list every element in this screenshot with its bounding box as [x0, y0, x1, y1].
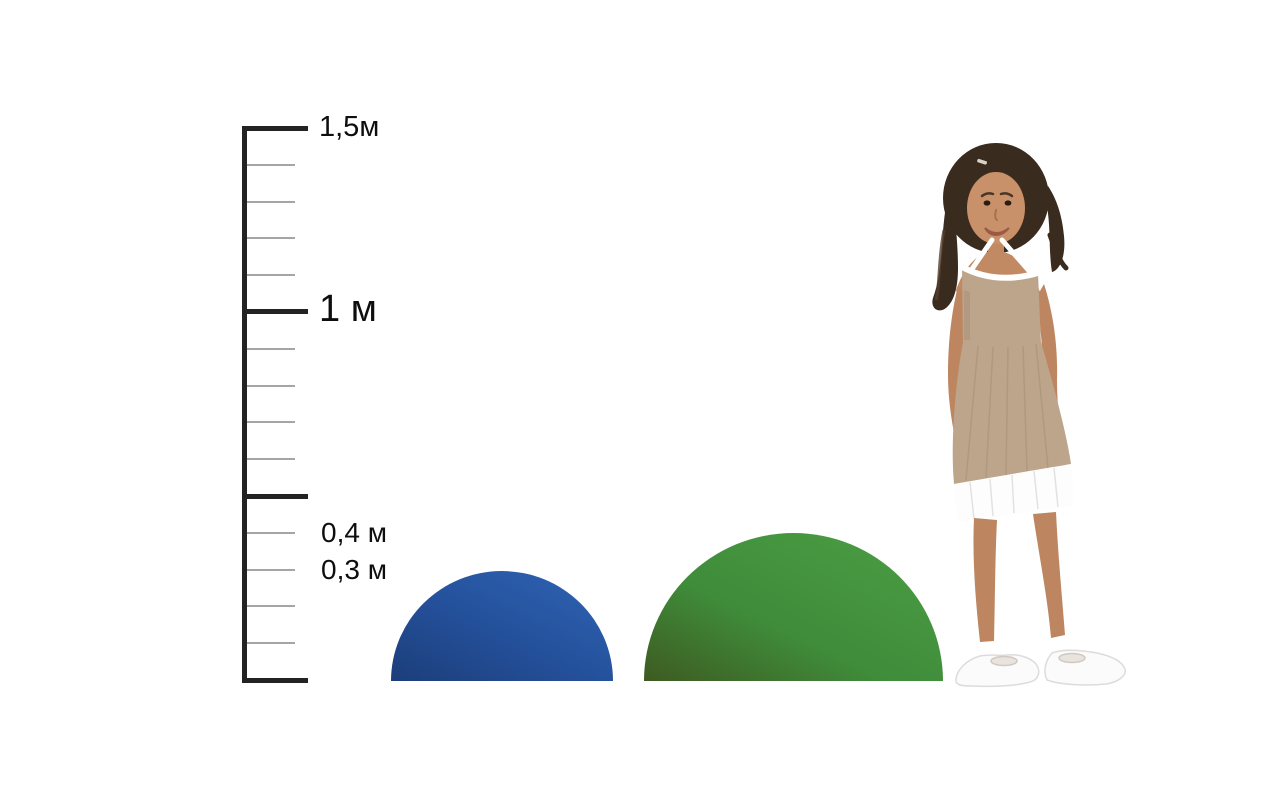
child-dress-skirt	[952, 342, 1071, 484]
child-face	[967, 172, 1025, 244]
ruler-minor-tick	[247, 164, 295, 166]
ruler-minor-tick	[247, 642, 295, 644]
ruler-major-tick-1-5m	[242, 126, 308, 131]
ruler-label-1-5m: 1,5м	[319, 111, 380, 143]
ruler-major-tick-0-5m	[242, 494, 308, 499]
ruler-minor-tick	[247, 348, 295, 350]
ruler-minor-tick	[247, 458, 295, 460]
ruler-spine	[242, 126, 247, 683]
ruler-minor-tick	[247, 532, 295, 534]
child-smile	[984, 227, 1010, 237]
ruler-minor-tick	[247, 237, 295, 239]
measurement-label-0-4m: 0,4 м	[321, 517, 387, 548]
child-hair-clip	[977, 158, 987, 165]
blue-dome	[391, 571, 613, 681]
child-legs	[973, 512, 1065, 642]
measurement-label-0-3m: 0,3 м	[321, 554, 387, 585]
ruler-minor-tick	[247, 605, 295, 607]
green-dome	[644, 533, 943, 681]
ruler-major-tick-0m	[242, 678, 308, 683]
ruler-minor-tick	[247, 201, 295, 203]
ruler-major-tick-1m	[242, 309, 308, 314]
child-skirt-pleats	[965, 343, 1049, 481]
child-fringe	[955, 152, 1040, 194]
ruler-minor-tick	[247, 274, 295, 276]
ruler-minor-tick	[247, 421, 295, 423]
ruler-minor-tick	[247, 569, 295, 571]
child-figure	[932, 143, 1127, 688]
ruler-minor-tick	[247, 385, 295, 387]
child-shoes	[955, 649, 1127, 688]
child-bodice-shading	[964, 290, 970, 340]
child-dress-trim	[959, 237, 1041, 281]
child-dress-bodice	[962, 267, 1041, 344]
ruler-label-1m: 1 м	[319, 288, 377, 330]
child-hem-pleats	[969, 467, 1059, 520]
